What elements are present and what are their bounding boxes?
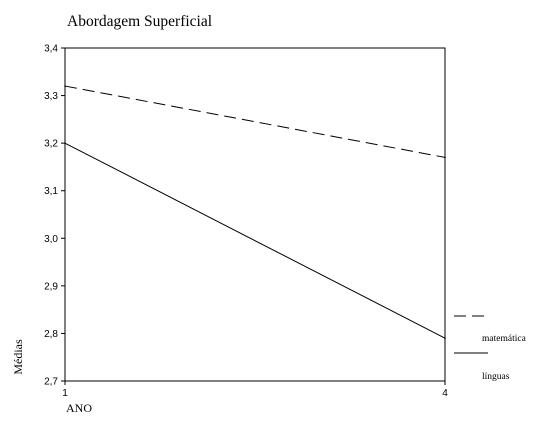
plot-frame	[64, 47, 446, 382]
data-point	[64, 85, 66, 87]
y-axis-label: Médias	[11, 339, 25, 375]
series-line-1	[64, 142, 446, 339]
y-tick-label: 3,1	[44, 186, 58, 197]
legend-label-0: matemática	[482, 334, 527, 344]
y-axis: 2,7 2,8 2,9 3,0 3,1 3,2 3,3 3,4	[44, 44, 65, 388]
y-tick-label: 3,2	[44, 139, 58, 150]
data-point	[444, 156, 446, 159]
y-tick-label: 2,8	[44, 329, 58, 340]
series-lines	[64, 85, 446, 339]
data-point	[444, 337, 446, 339]
y-tick-label: 3,3	[44, 91, 58, 102]
data-point	[64, 142, 66, 144]
y-tick-label: 3,4	[44, 44, 58, 55]
x-tick-label: 1	[62, 388, 68, 399]
x-axis-label: ANO	[66, 401, 92, 415]
chart-title: Abordagem Superficial	[67, 13, 212, 30]
legend: matemática línguas	[454, 315, 527, 382]
y-tick-label: 2,7	[44, 377, 58, 388]
series-line-0	[64, 85, 446, 158]
y-tick-label: 3,0	[44, 234, 58, 245]
x-tick-label: 4	[442, 388, 448, 399]
y-tick-label: 2,9	[44, 281, 58, 292]
legend-label-1: línguas	[482, 372, 510, 382]
